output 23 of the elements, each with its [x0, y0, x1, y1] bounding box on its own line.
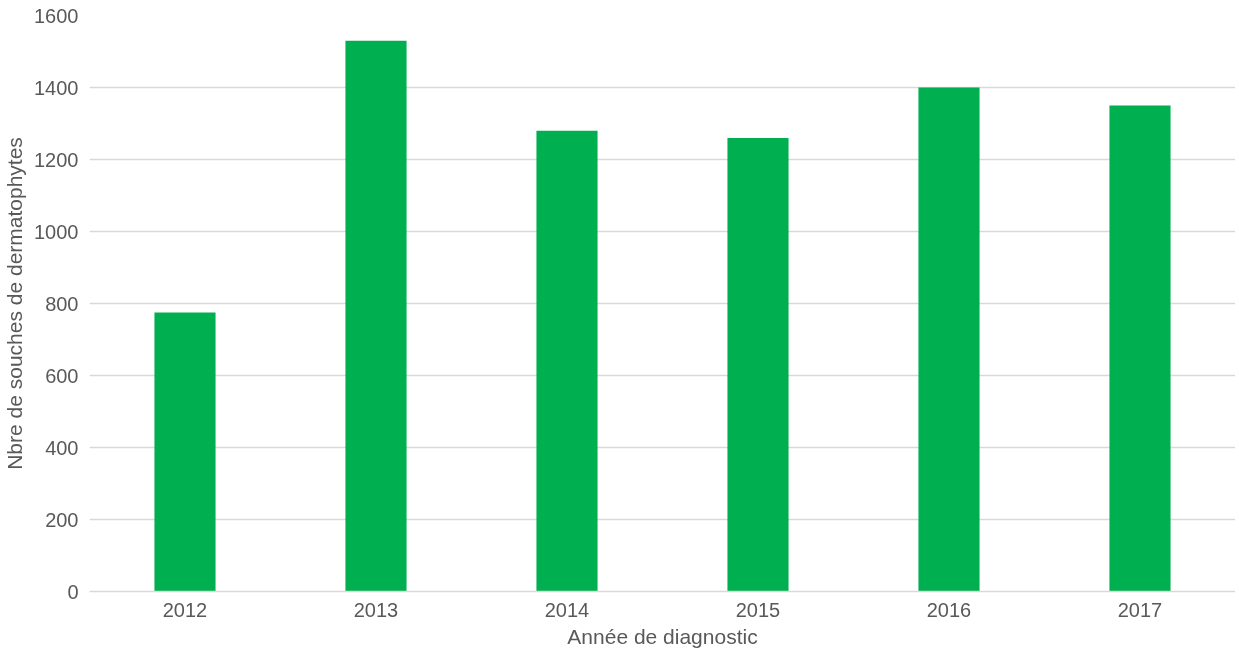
bar — [536, 130, 598, 592]
bar — [154, 312, 216, 592]
x-tick-label: 2013 — [353, 598, 399, 621]
y-tick-label: 400 — [45, 436, 79, 459]
x-tick-label: 2017 — [1117, 598, 1163, 621]
bar — [345, 40, 407, 592]
bar — [727, 137, 789, 592]
bar — [918, 87, 980, 592]
bar — [1109, 105, 1171, 592]
y-tick-label: 1200 — [34, 148, 79, 171]
y-tick-label: 1000 — [34, 220, 79, 243]
y-tick-label: 200 — [45, 508, 79, 531]
y-tick-label: 1400 — [34, 76, 79, 99]
y-tick-label: 800 — [45, 292, 79, 315]
y-tick-label: 1600 — [34, 4, 79, 27]
x-tick-label: 2016 — [926, 598, 972, 621]
y-tick-label: 600 — [45, 364, 79, 387]
x-axis-title: Année de diagnostic — [567, 624, 758, 648]
x-tick-label: 2014 — [544, 598, 590, 621]
y-tick-label: 0 — [67, 580, 79, 603]
x-tick-label: 2015 — [735, 598, 781, 621]
x-tick-label: 2012 — [162, 598, 208, 621]
y-axis-title: Nbre de souches de dermatophytes — [3, 137, 27, 470]
